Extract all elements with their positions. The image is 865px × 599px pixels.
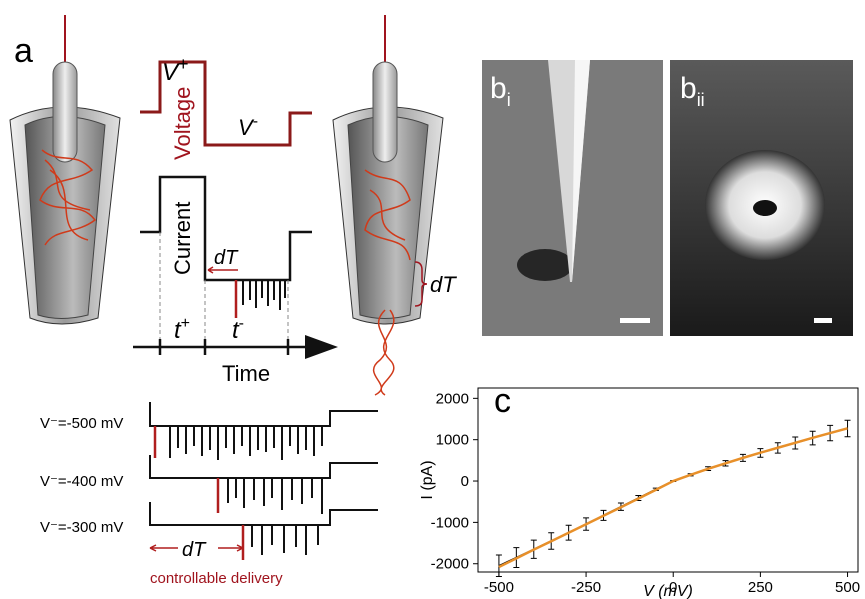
first-events [153, 426, 245, 560]
voltage-label: Voltage [170, 87, 195, 160]
x-tick-label: -500 [484, 579, 514, 596]
trace-label: V⁻=-500 mV [40, 415, 123, 432]
y-tick-label: 2000 [436, 390, 469, 407]
t-minus: t- [232, 315, 244, 344]
y-axis-label: I (pA) [419, 460, 436, 499]
dt-arrow-bottom [149, 544, 244, 552]
x-tick-label: 500 [835, 579, 860, 596]
v-plus-text: V [162, 59, 180, 86]
dt-side-label: dT [430, 272, 457, 297]
current-spikes [242, 280, 286, 310]
t-minus-text: t [232, 317, 240, 344]
y-tick-label: -2000 [431, 556, 469, 573]
dt-arrow [207, 266, 238, 274]
panel-label-b-i: bi [490, 72, 511, 110]
guides [159, 232, 289, 345]
trace-label: V⁻=-400 mV [40, 473, 123, 490]
x-axis-label: V (mV) [643, 583, 693, 599]
x-tick-label: 0 [669, 579, 677, 596]
panel-label-b: b [680, 72, 697, 105]
y-tick-label: 0 [461, 473, 469, 490]
v-minus-sup: - [253, 113, 258, 130]
micrograph-ii [670, 60, 853, 336]
caption: controllable delivery [150, 570, 283, 587]
v-plus: V+ [162, 54, 189, 86]
traces [149, 402, 378, 555]
time-arrow [305, 335, 338, 359]
dt-label-bottom: dT [182, 539, 207, 561]
v-plus-sup: + [178, 54, 189, 74]
panel-label-b-ii: bii [680, 72, 705, 110]
x-tick-label: 250 [748, 579, 773, 596]
y-tick-label: 1000 [436, 432, 469, 449]
panel-sub: ii [697, 90, 705, 110]
pipette-right [332, 15, 444, 396]
data-line [498, 427, 848, 569]
panel-label-c: c [494, 382, 511, 420]
current-trace [140, 175, 312, 282]
v-minus-text: V [238, 115, 255, 140]
pipette-left [9, 15, 121, 325]
time-axis [133, 339, 312, 355]
dt-label: dT [214, 247, 239, 269]
t-minus-sup: - [239, 315, 244, 332]
plot-frame [477, 387, 859, 573]
y-tick-label: -1000 [431, 514, 469, 531]
panel-label: a [14, 32, 33, 70]
x-tick-label: -250 [571, 579, 601, 596]
trace-label: V⁻=-300 mV [40, 519, 123, 536]
t-plus: t+ [174, 315, 190, 344]
iv-chart: -500 -250 0 250 500 -2000 -1000 0 1000 2000 [431, 387, 860, 596]
panel-label-b: b [490, 72, 507, 105]
current-label: Current [170, 202, 195, 275]
t-plus-sup: + [181, 315, 190, 332]
panel-sub: i [507, 90, 511, 110]
micrograph-i [482, 60, 663, 336]
time-label: Time [222, 361, 270, 386]
v-minus: V- [238, 113, 258, 140]
voltage-trace [140, 60, 312, 147]
t-plus-text: t [174, 317, 182, 344]
